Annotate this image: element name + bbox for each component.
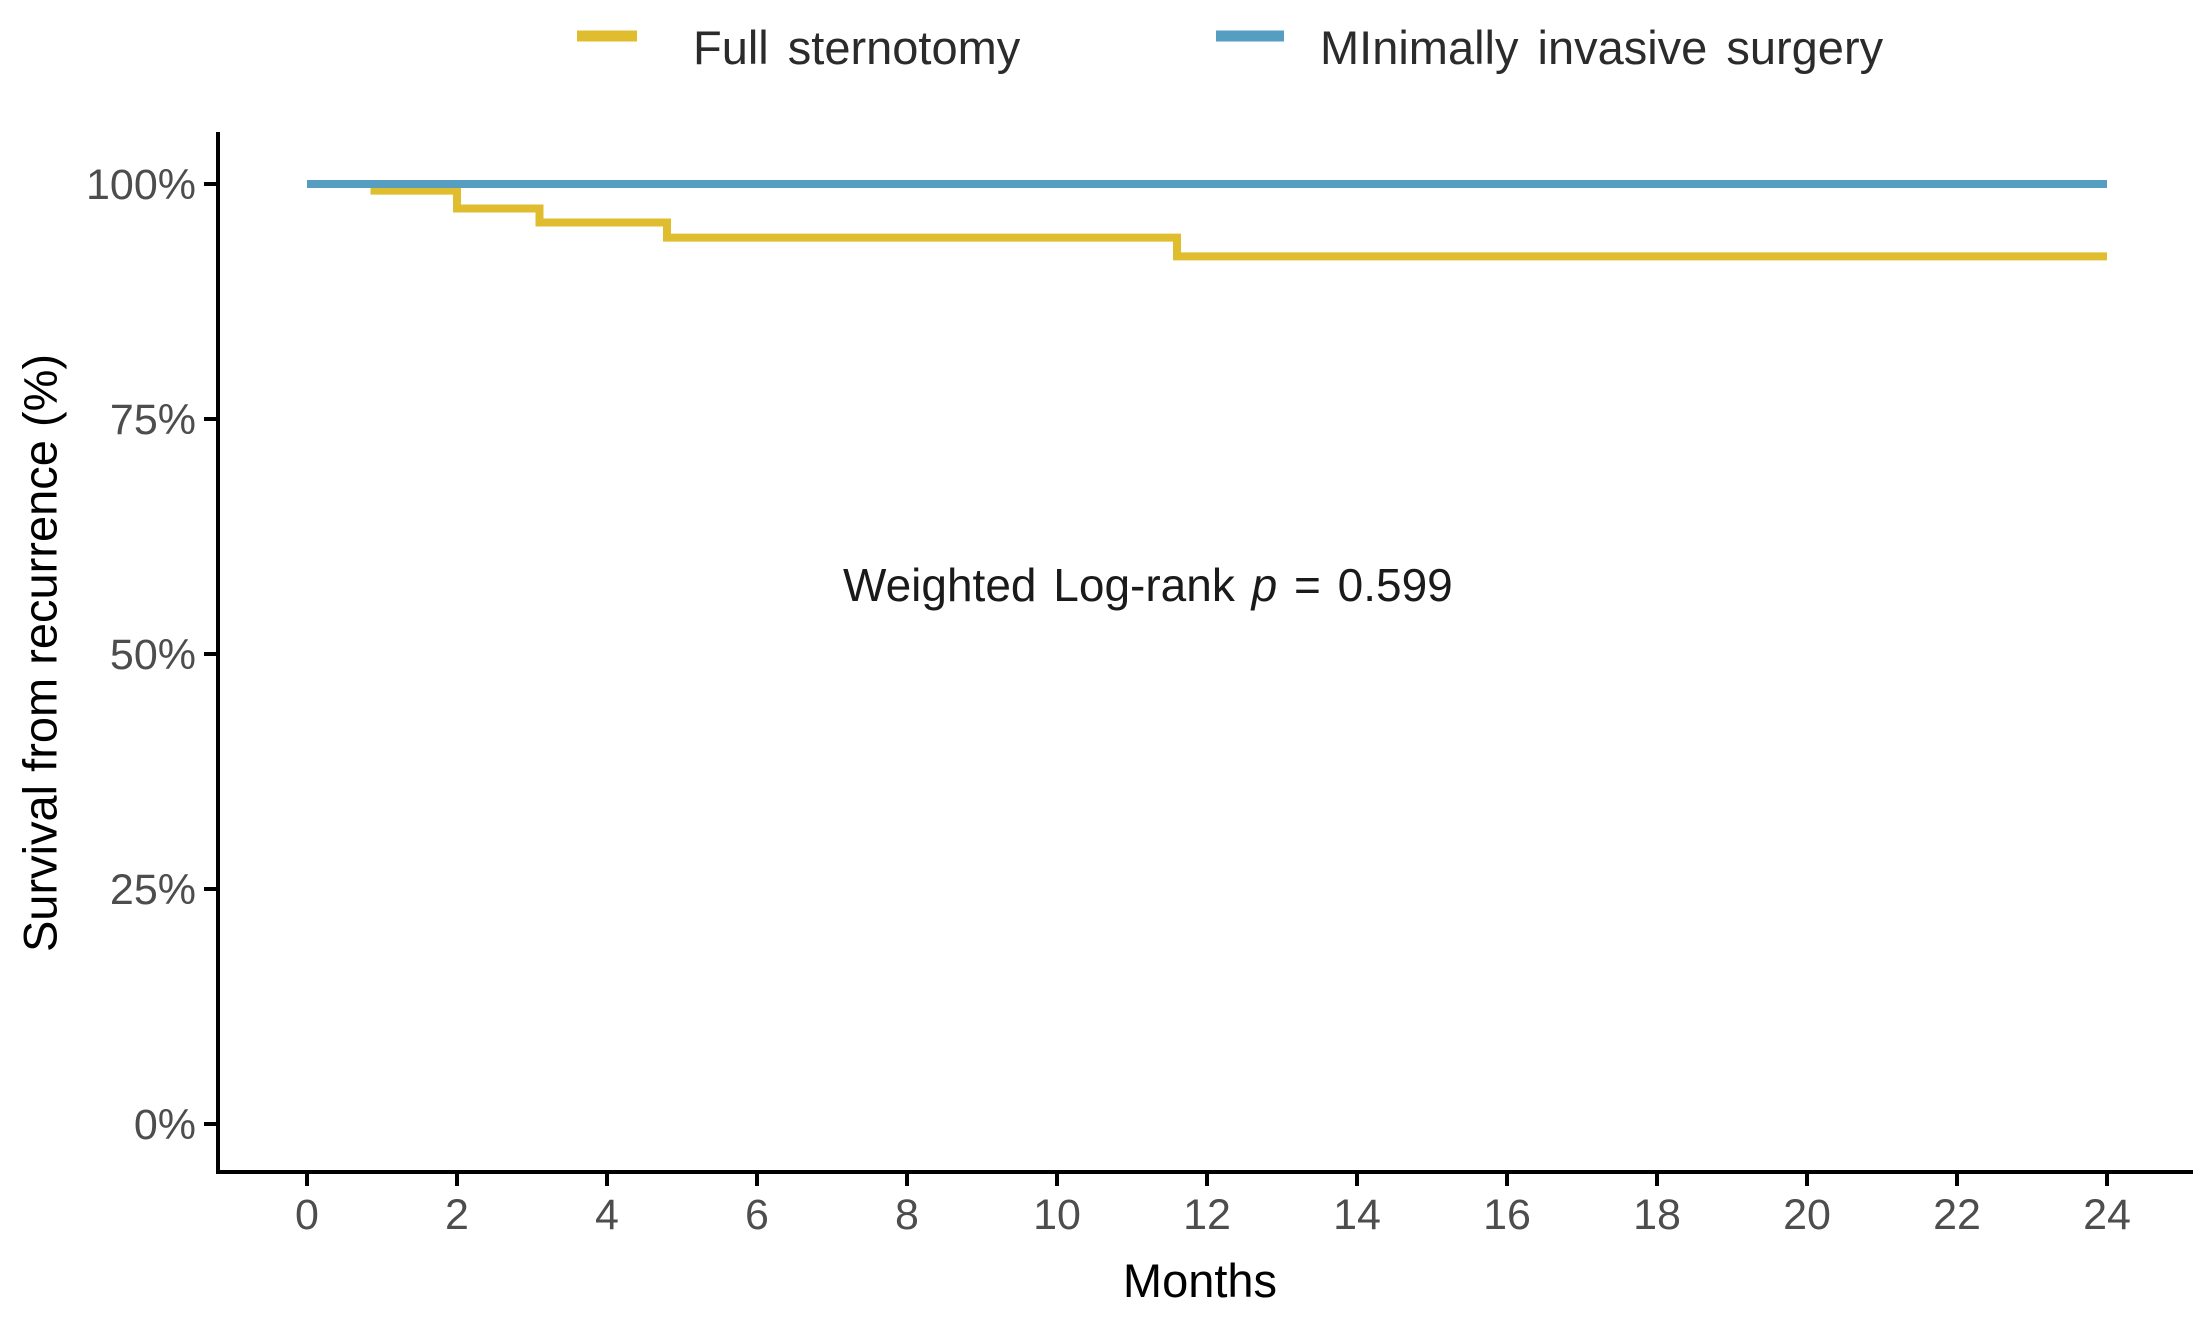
- x-tick-label: 20: [1783, 1191, 1831, 1239]
- x-tick-label: 22: [1933, 1191, 1981, 1239]
- x-axis-ticks: 0 2 4 6 8 10 12 14 16 18 20 22 24: [295, 1172, 2131, 1239]
- y-axis-title: Survival from recurrence (%): [14, 354, 67, 952]
- x-tick-label: 2: [445, 1191, 469, 1239]
- y-axis-ticks: 0% 25% 50% 75% 100%: [86, 161, 218, 1149]
- x-tick-label: 10: [1033, 1191, 1081, 1239]
- legend-label-minimally-invasive: MInimally invasive surgery: [1320, 21, 1884, 74]
- x-axis-title: Months: [1123, 1254, 1277, 1307]
- annotation-p-symbol: p: [1250, 559, 1278, 611]
- y-tick-label: 50%: [110, 631, 196, 679]
- x-tick-label: 8: [895, 1191, 919, 1239]
- curve-full-sternotomy: [307, 180, 2107, 261]
- x-tick-label: 14: [1333, 1191, 1381, 1239]
- x-tick-label: 24: [2083, 1191, 2131, 1239]
- legend: Full sternotomy MInimally invasive surge…: [577, 21, 1884, 74]
- x-tick-label: 16: [1483, 1191, 1531, 1239]
- y-tick-label: 25%: [110, 866, 196, 914]
- x-tick-label: 6: [745, 1191, 769, 1239]
- y-tick-label: 100%: [86, 161, 196, 209]
- annotation-prefix: Weighted Log-rank: [843, 559, 1252, 611]
- x-tick-label: 0: [295, 1191, 319, 1239]
- survival-curves: [307, 180, 2107, 261]
- y-tick-label: 0%: [134, 1101, 196, 1149]
- x-tick-label: 4: [595, 1191, 619, 1239]
- legend-label-full-sternotomy: Full sternotomy: [693, 21, 1021, 74]
- x-tick-label: 18: [1633, 1191, 1681, 1239]
- x-tick-label: 12: [1183, 1191, 1231, 1239]
- log-rank-annotation: Weighted Log-rank p = 0.599: [843, 559, 1453, 611]
- annotation-suffix: = 0.599: [1277, 559, 1453, 611]
- y-tick-label: 75%: [110, 396, 196, 444]
